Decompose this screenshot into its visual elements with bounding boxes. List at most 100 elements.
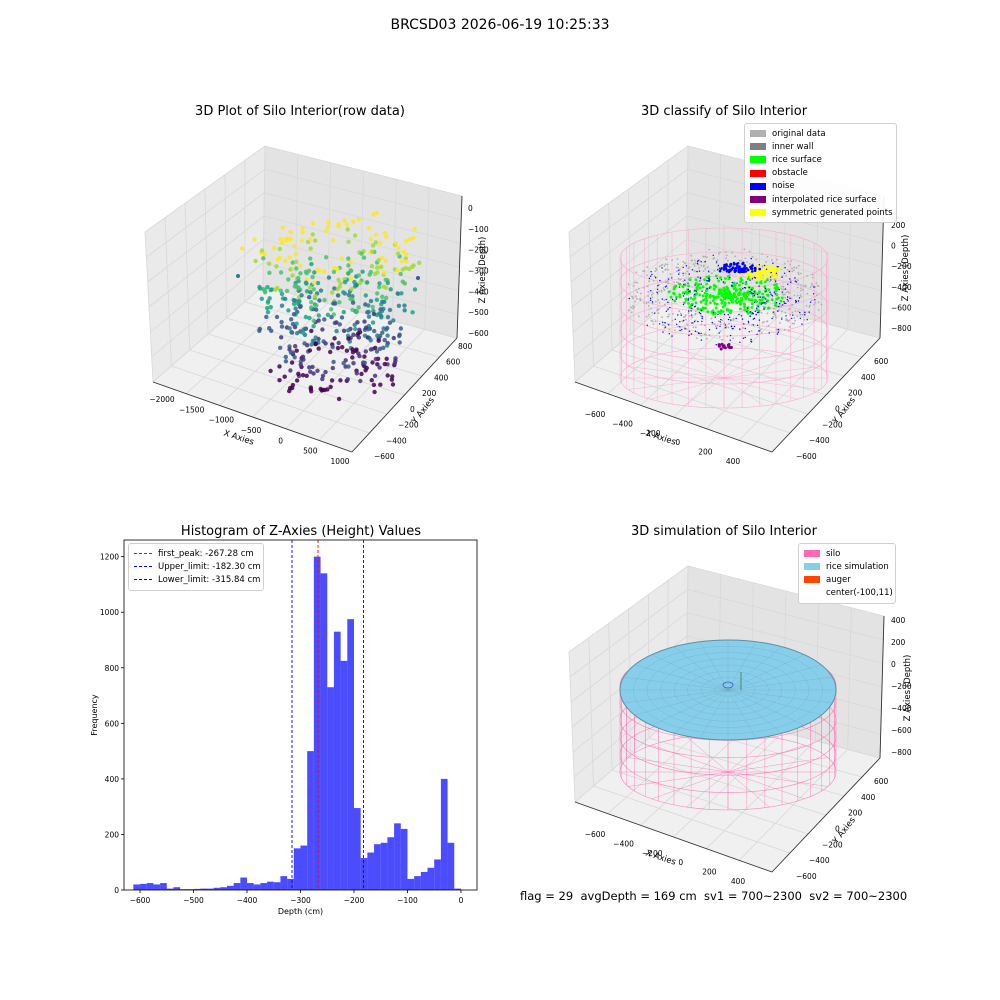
raw-data-point: [380, 255, 385, 260]
noise-point: [739, 328, 741, 330]
rice-surface-point: [730, 293, 733, 297]
raw-data-point: [359, 371, 364, 377]
simulation-plot-title: 3D simulation of Silo Interior: [631, 524, 817, 539]
histogram-bar: [226, 885, 234, 890]
raw-data-point: [301, 357, 306, 362]
original-data-point: [678, 310, 681, 313]
histogram-bar: [260, 883, 268, 890]
raw-data-point: [346, 364, 351, 369]
noise-point: [688, 330, 691, 332]
grid-line: [648, 317, 845, 377]
grid-line: [570, 192, 688, 283]
y-tick-label: 800: [458, 342, 473, 351]
symmetric-point: [758, 278, 762, 281]
raw-data-point: [372, 328, 377, 334]
raw-data-point: [346, 271, 351, 276]
noise-point: [700, 309, 703, 312]
original-data-point: [777, 330, 780, 332]
raw-data-point: [351, 361, 356, 366]
rice-mesh-line: [727, 676, 833, 691]
legend-swatch: [750, 169, 766, 177]
rice-surface-point: [729, 311, 732, 315]
legend-entry: inner wall: [750, 140, 891, 153]
histogram-bar: [320, 573, 328, 890]
noise-point: [682, 295, 685, 297]
silo-floor-spoke: [686, 736, 729, 773]
noise-point: [671, 298, 674, 301]
raw-data-point: [308, 237, 313, 242]
noise-point: [701, 290, 703, 292]
noise-point: [667, 301, 669, 304]
x-tick-label: −400: [237, 896, 258, 905]
raw-data-point: [253, 258, 258, 264]
raw-data-point: [291, 297, 296, 303]
raw-data-point: [378, 382, 383, 387]
rice-surface-point: [713, 302, 717, 305]
raw-data-point: [348, 268, 354, 273]
rice-surface-point: [714, 306, 718, 310]
original-data-point: [654, 320, 657, 323]
rice-surface-point: [727, 277, 731, 281]
noise-point: [751, 270, 754, 273]
original-data-point: [702, 265, 705, 268]
noise-point: [760, 303, 763, 305]
original-data-point: [778, 305, 781, 308]
noise-point: [743, 267, 746, 271]
original-data-point: [751, 255, 754, 258]
symmetric-point: [751, 273, 755, 276]
original-data-point: [690, 254, 693, 257]
y-tick-label: 1200: [100, 553, 119, 562]
histogram-bar: [280, 876, 288, 890]
rice-surface-point: [723, 303, 726, 307]
legend-entry: original data: [750, 127, 891, 140]
histogram-frame: [123, 539, 478, 891]
rice-surface-point: [726, 307, 729, 311]
raw-data-point: [308, 256, 313, 261]
noise-point: [747, 320, 750, 323]
original-data-point: [669, 273, 672, 275]
original-data-point: [791, 311, 794, 314]
original-data-point: [796, 286, 799, 289]
raw-data-point: [279, 319, 284, 325]
noise-point: [756, 293, 759, 296]
noise-point: [697, 320, 699, 323]
original-data-point: [692, 263, 695, 265]
raw-data-point: [346, 239, 351, 244]
original-data-point: [632, 285, 635, 287]
raw-data-point: [267, 270, 272, 275]
original-data-point: [817, 301, 820, 304]
original-data-point: [673, 329, 676, 332]
noise-point: [775, 280, 777, 282]
original-data-point: [760, 332, 763, 334]
raw-data-point: [303, 314, 309, 320]
raw-data-point: [303, 280, 309, 285]
raw-data-point: [277, 255, 282, 260]
raw-data-point: [346, 328, 351, 333]
original-data-point: [677, 325, 680, 328]
noise-point: [776, 333, 779, 335]
noise-point: [717, 269, 719, 271]
raw-data-point: [294, 321, 299, 326]
silo-floor-spoke: [628, 771, 729, 787]
rice-surface-point: [717, 279, 721, 283]
x-tick-label: −200: [344, 896, 365, 905]
original-data-point: [671, 259, 673, 261]
silo-floor-spoke: [650, 356, 725, 379]
rice-surface-point: [750, 302, 754, 306]
legend-swatch: [750, 156, 766, 164]
noise-point: [661, 298, 663, 300]
rice-surface-point: [746, 277, 750, 281]
noise-point: [804, 314, 806, 316]
rice-surface-point: [711, 309, 715, 313]
original-data-point: [652, 292, 654, 295]
raw-data-point: [296, 371, 301, 376]
original-data-point: [780, 304, 783, 307]
symmetric-point: [770, 264, 774, 267]
raw-data-point: [403, 238, 409, 244]
original-data-point: [743, 248, 746, 251]
original-data-point: [635, 271, 638, 274]
legend-swatch: [134, 566, 152, 568]
histogram-bar: [153, 884, 161, 890]
symmetric-point: [749, 272, 752, 276]
raw-data-point: [316, 313, 321, 318]
